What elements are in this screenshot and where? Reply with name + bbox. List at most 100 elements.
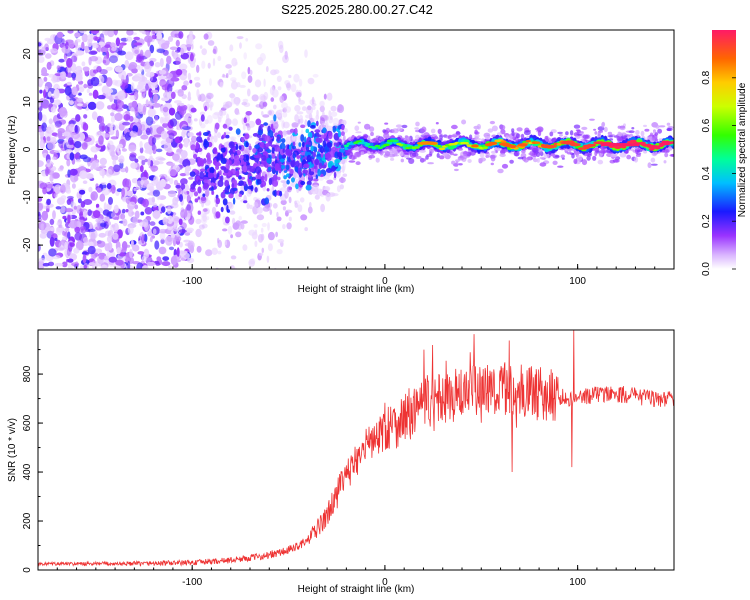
spectrogram-cell: [85, 173, 94, 180]
spectrogram-cell: [258, 137, 264, 141]
spectrogram-cell: [276, 216, 282, 222]
spectrogram-cell: [234, 61, 238, 66]
snr-y-tick-label: 600: [22, 414, 33, 431]
spectrogram-cell: [128, 62, 138, 69]
spectrogram-cell: [38, 111, 43, 122]
spectrogram-cell: [191, 24, 198, 30]
spectrogram-cell: [539, 156, 545, 160]
spectrogram-cell: [415, 134, 420, 140]
spectrogram-y-tick-label: 0: [22, 146, 33, 152]
spectrogram-cell: [169, 46, 178, 51]
spectrogram-cell: [220, 145, 225, 148]
spectrogram-cell: [43, 76, 48, 82]
spectrogram-cell: [196, 64, 200, 73]
spectrogram-cell: [206, 152, 211, 160]
spectrogram-cell: [294, 105, 301, 112]
spectrogram-cell: [252, 205, 259, 215]
spectrogram-cell: [145, 144, 152, 153]
spectrogram-cell: [178, 229, 187, 234]
spectrogram-cell: [235, 97, 240, 106]
spectrogram-cell: [127, 260, 131, 269]
spectrogram-cell: [326, 92, 333, 101]
spectrogram-cell: [284, 190, 289, 199]
spectrogram-cell: [92, 44, 99, 49]
spectrogram-cell: [273, 114, 277, 122]
spectrogram-cell: [230, 265, 235, 269]
spectrogram-cell: [581, 159, 588, 166]
spectrogram-cell: [133, 42, 143, 46]
spectrogram-cell: [181, 84, 188, 91]
spectrogram-cell: [657, 128, 662, 134]
spectrogram-cell: [92, 89, 99, 100]
spectrogram-cell: [515, 133, 520, 139]
spectrogram-cell: [288, 216, 292, 222]
spectrogram-cell: [228, 193, 234, 199]
spectrogram-cell: [238, 145, 242, 150]
spectrogram-cell: [161, 116, 170, 124]
spectrogram-cell: [168, 107, 176, 116]
spectrogram-cell: [75, 47, 80, 52]
spectrogram-signal-peak: [545, 144, 557, 149]
spectrogram-cell: [649, 132, 654, 137]
spectrogram-cell: [593, 128, 597, 131]
spectrogram-cell: [300, 134, 305, 142]
spectrogram-cell: [99, 75, 105, 84]
spectrogram-cell: [329, 116, 333, 121]
spectrogram-cell: [98, 232, 107, 238]
spectrogram-cell: [257, 160, 261, 167]
spectrogram-cell: [118, 123, 125, 131]
spectrogram-cell: [141, 234, 145, 244]
spectrogram-cell: [205, 277, 211, 280]
spectrogram-cell: [651, 163, 658, 166]
spectrogram-cell: [400, 158, 404, 163]
spectrogram-cell: [201, 282, 208, 290]
spectrogram-cell: [628, 130, 635, 134]
spectrogram-cell: [204, 119, 209, 125]
spectrogram-cell: [152, 203, 158, 208]
spectrogram-cell: [166, 55, 172, 65]
spectrogram-cell: [65, 188, 72, 194]
spectrogram-cell: [119, 43, 124, 49]
spectrogram-cell: [127, 223, 137, 229]
spectrogram-cell: [179, 241, 183, 248]
spectrogram-cell: [295, 165, 299, 172]
spectrogram-cell: [151, 34, 157, 40]
spectrogram-cell: [144, 207, 153, 215]
spectrogram-cell: [273, 69, 280, 74]
spectrogram-y-tick-label: -10: [22, 190, 33, 205]
spectrogram-cell: [225, 134, 230, 139]
spectrogram-cell: [425, 155, 429, 160]
spectrogram-cell: [53, 88, 60, 99]
spectrogram-cell: [203, 310, 210, 316]
spectrogram-cell: [481, 138, 485, 142]
spectrogram-cell: [152, 189, 160, 197]
spectrogram-cell: [290, 83, 297, 93]
spectrogram-y-ticks: -20 -10 0 10 20: [22, 29, 43, 270]
spectrogram-cell: [177, 89, 184, 97]
spectrogram-cell: [603, 126, 608, 133]
spectrogram-cell: [204, 105, 208, 112]
spectrogram-cell: [123, 114, 131, 121]
spectrogram-cell: [136, 262, 144, 269]
spectrogram-cell: [152, 206, 159, 211]
spectrogram-cell: [240, 21, 246, 25]
spectrogram-cell: [655, 138, 659, 143]
spectrogram-cell: [221, 294, 224, 298]
spectrogram-cell: [251, 176, 257, 181]
spectrogram-cell: [102, 209, 110, 216]
spectrogram-y-label: Frequency (Hz): [7, 116, 18, 185]
spectrogram-cell: [190, 22, 196, 27]
spectrogram-cell: [242, 124, 246, 131]
spectrogram-cell: [415, 121, 420, 127]
spectrogram-cell: [199, 171, 204, 180]
spectrogram-signal-cell: [374, 144, 380, 148]
spectrogram-cell: [209, 166, 215, 174]
spectrogram-cell: [277, 238, 285, 243]
spectrogram-cell: [253, 201, 259, 208]
spectrogram-cell: [202, 208, 208, 212]
spectrogram-cell: [48, 248, 57, 257]
spectrogram-cell: [300, 124, 306, 129]
spectrogram-cell: [560, 154, 566, 159]
spectrogram-cell: [127, 209, 134, 217]
spectrogram-cell: [88, 50, 98, 55]
